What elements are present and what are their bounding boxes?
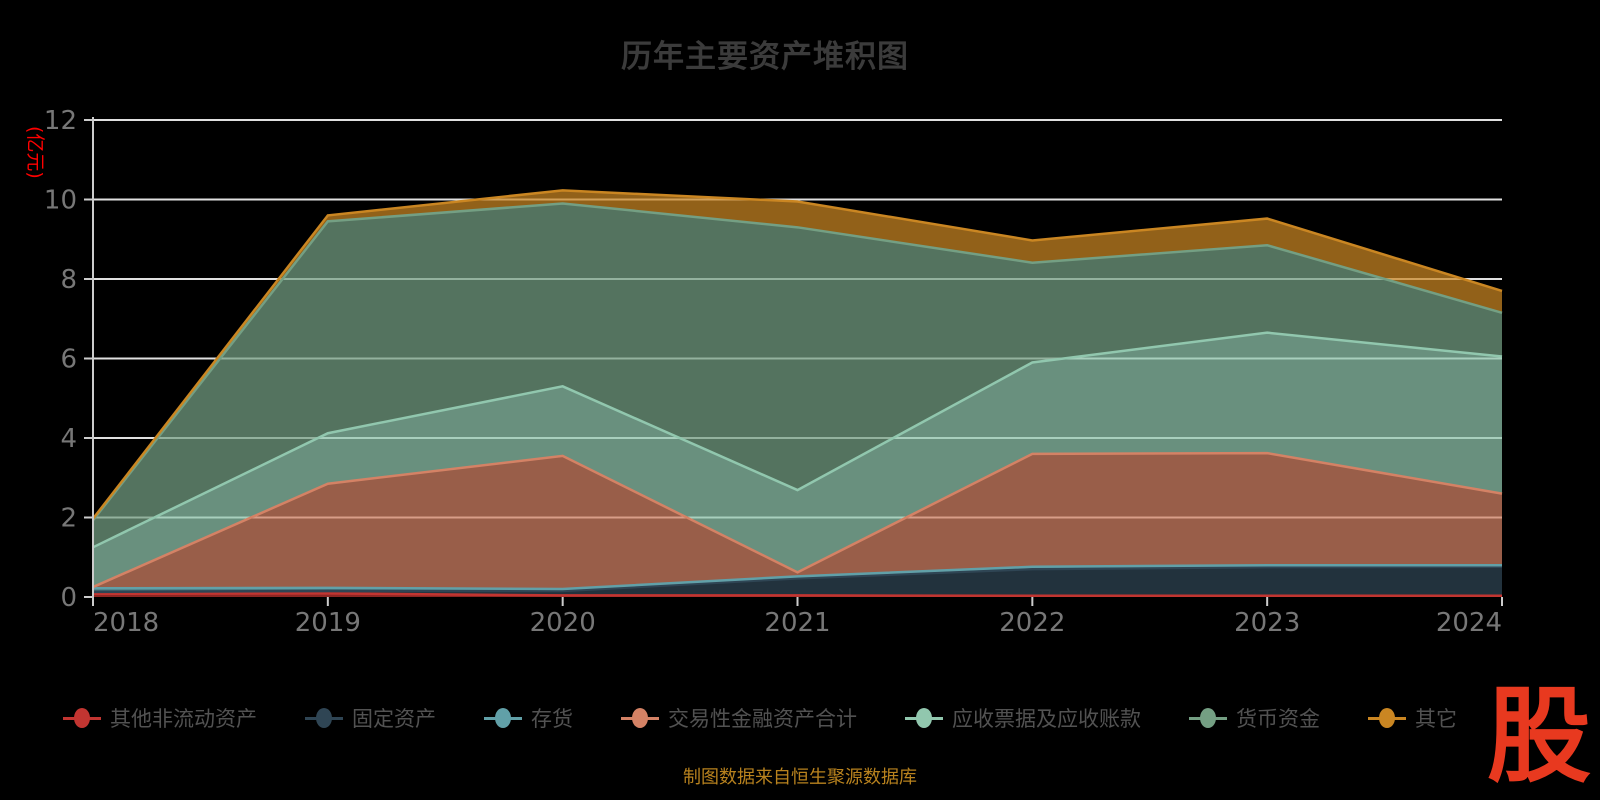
area-固定资产 (93, 566, 1502, 596)
y-axis-label: 6 (60, 345, 77, 375)
legend-marker-icon (305, 707, 343, 729)
y-axis-label: 0 (60, 583, 77, 613)
stock-logo-watermark: 股 (1487, 675, 1592, 797)
x-axis-label: 2019 (295, 608, 361, 638)
legend-label: 货币资金 (1236, 707, 1320, 731)
line-货币资金 (92, 202, 1503, 522)
line-交易性金融资产合计 (92, 451, 1503, 589)
area-交易性金融资产合计 (93, 453, 1502, 590)
legend-marker-icon (1368, 707, 1406, 729)
legend-item-固定资产[interactable]: 固定资产 (305, 703, 436, 733)
legend-marker-icon (484, 707, 522, 729)
y-axis-label: 8 (60, 265, 77, 295)
legend-item-交易性金融资产合计[interactable]: 交易性金融资产合计 (621, 703, 857, 733)
legend-item-其他非流动资产[interactable]: 其他非流动资产 (63, 703, 257, 733)
x-axis-label: 2021 (764, 608, 830, 638)
x-axis-label: 2023 (1234, 608, 1300, 638)
legend-label: 其他非流动资产 (110, 707, 257, 731)
legend-item-其它[interactable]: 其它 (1368, 703, 1457, 733)
area-应收票据及应收账款 (93, 332, 1502, 588)
area-货币资金 (93, 203, 1502, 548)
legend-label: 应收票据及应收账款 (952, 707, 1141, 731)
legend-marker-icon (1189, 707, 1227, 729)
x-axis-label: 2022 (999, 608, 1065, 638)
x-axis-label: 2020 (530, 608, 596, 638)
y-axis-label: 12 (44, 106, 77, 136)
legend-marker-icon (621, 707, 659, 729)
y-axis-label: 4 (60, 424, 77, 454)
line-其他非流动资产 (92, 592, 1502, 598)
legend-item-存货[interactable]: 存货 (484, 703, 573, 733)
line-存货 (92, 563, 1502, 591)
chart-legend: 其他非流动资产 固定资产 存货 交易性金融资产合计 应收票据及应收账款 货币资金 其它 (0, 703, 1520, 733)
legend-item-应收票据及应收账款[interactable]: 应收票据及应收账款 (905, 703, 1141, 733)
legend-marker-icon (905, 707, 943, 729)
line-应收票据及应收账款 (92, 331, 1503, 549)
legend-marker-icon (63, 707, 101, 729)
chart-title: 历年主要资产堆积图 (621, 38, 909, 75)
legend-label: 交易性金融资产合计 (668, 707, 857, 731)
legend-label: 其它 (1415, 707, 1457, 731)
legend-label: 固定资产 (352, 707, 436, 731)
line-其它 (92, 189, 1503, 520)
legend-item-货币资金[interactable]: 货币资金 (1189, 703, 1320, 733)
data-source-note: 制图数据来自恒生聚源数据库 (683, 767, 917, 788)
x-axis-label: 2024 (1436, 608, 1502, 638)
legend-label: 存货 (531, 707, 573, 731)
y-axis-label: 10 (44, 186, 77, 216)
x-axis-label: 2018 (93, 608, 159, 638)
y-axis-label: 2 (60, 504, 77, 534)
line-固定资产 (92, 565, 1503, 594)
